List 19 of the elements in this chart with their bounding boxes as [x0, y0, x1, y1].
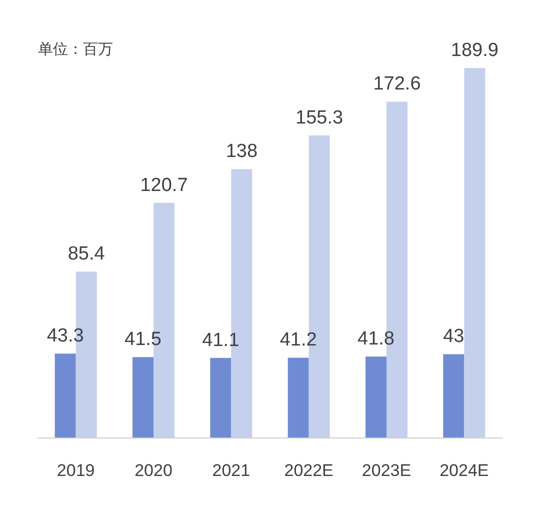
data-label: 41.8 — [358, 328, 394, 350]
data-label: 43 — [443, 326, 464, 348]
data-label: 155.3 — [296, 107, 344, 128]
x-tick-label: 2019 — [56, 461, 95, 480]
data-label: 189.9 — [450, 40, 498, 61]
data-label: 41.1 — [202, 330, 240, 351]
text: 单位：百万 — [38, 41, 113, 58]
x-tick-label: 2024E — [440, 461, 489, 480]
x-tick-label: 2023E — [362, 461, 412, 480]
data-label: 138 — [226, 141, 258, 162]
data-label: 85.4 — [68, 244, 106, 265]
data-label: 41.2 — [280, 330, 317, 351]
x-tick-label: 2022E — [284, 461, 334, 480]
x-tick-label: 2021 — [212, 461, 250, 480]
data-label: 41.5 — [124, 329, 162, 350]
x-tick-label: 2020 — [134, 461, 172, 480]
data-label: 43.3 — [46, 326, 84, 347]
data-label: 172.6 — [373, 74, 421, 95]
data-label: 120.7 — [140, 174, 188, 196]
